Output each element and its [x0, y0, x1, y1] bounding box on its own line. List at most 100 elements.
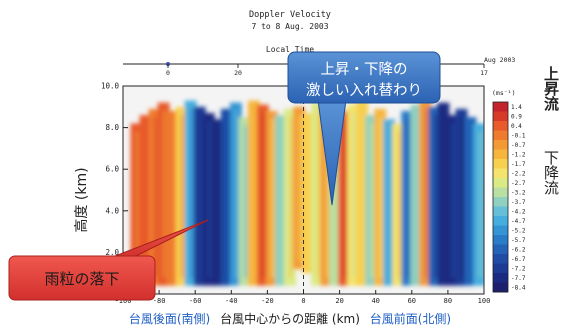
heatmap-streak	[163, 110, 166, 278]
callout-alternation-line1: 上昇・下降の	[321, 61, 408, 78]
colorbar-swatch	[493, 282, 508, 293]
heatmap-streak	[388, 127, 392, 278]
colorbar-swatch	[493, 254, 508, 264]
x-label-rear: 台風後面(南側)	[129, 311, 210, 326]
colorbar-swatch	[493, 130, 508, 141]
y-tick-label: 2.0	[105, 248, 119, 257]
colorbar-swatch	[493, 225, 508, 236]
colorbar: 1.4 0.9 0.4 -0.1 -0.7 -1.2 -1.7 -2.2 -2.7 -3.2 -3.…	[492, 101, 526, 293]
heatmap-streak	[262, 112, 265, 278]
colorbar-tick-label: -0.1	[511, 133, 526, 140]
x-tick-label: 40	[371, 297, 379, 305]
heatmap-streak	[397, 131, 401, 278]
heatmap-streak	[334, 114, 337, 278]
colorbar-tick-label: -7.2	[511, 266, 526, 273]
colorbar-swatch	[493, 121, 508, 131]
callout-alternation: 上昇・下降の 激しい入れ替わり	[287, 51, 441, 206]
y-tick-label: 6.0	[105, 165, 119, 174]
colorbar-swatch	[493, 149, 508, 160]
heatmap-streak	[406, 118, 410, 278]
heatmap-streak	[199, 114, 202, 278]
heatmap-streak	[325, 108, 328, 278]
x-tick-label: 60	[408, 297, 416, 305]
y-tick-label: 10.0	[101, 82, 120, 91]
colorbar-unit: (ms⁻¹)	[492, 89, 515, 97]
colorbar-swatch	[493, 273, 508, 283]
colorbar-swatch	[493, 244, 508, 255]
y-tick-label: 4.0	[105, 206, 119, 215]
colorbar-swatch	[493, 178, 508, 188]
colorbar-tick-label: -8.4	[511, 285, 526, 292]
colorbar-tick-label: -6.2	[511, 247, 526, 254]
colorbar-tick-label: -7.7	[511, 275, 526, 282]
heatmap-streak	[343, 118, 346, 278]
top-right-label: Aug 2003	[484, 56, 515, 64]
heatmap-streak	[370, 123, 373, 278]
heatmap-streak	[271, 118, 274, 278]
heatmap-streak	[316, 110, 319, 278]
top-tick-label: 17	[480, 69, 488, 77]
chart-title: Doppler Velocity	[249, 10, 331, 20]
colorbar-tick-label: -2.7	[511, 180, 526, 187]
heatmap-streak	[172, 118, 175, 278]
heatmap-streak	[244, 125, 247, 278]
chart-subtitle: 7 to 8 Aug. 2003	[251, 22, 328, 31]
heatmap-streak	[136, 131, 139, 278]
x-axis-ticks: -100 -80 -60 -40 -20 0 20 40 60 80 100	[115, 290, 491, 305]
heatmap-blur-layer	[130, 100, 484, 286]
colorbar-tick-label: -5.2	[511, 228, 526, 235]
colorbar-bottom-label: 下降流	[542, 150, 560, 196]
callout-raindrops-box	[8, 255, 156, 301]
top-tick-label: 0	[166, 69, 170, 77]
heatmap-streak	[352, 112, 355, 278]
heatmap-streak	[479, 131, 482, 278]
colorbar-swatch	[493, 216, 508, 226]
colorbar-tick-label: -6.7	[511, 256, 526, 263]
heatmap-streak	[190, 108, 193, 278]
x-tick-label: 100	[478, 297, 491, 305]
heatmap-streak	[298, 114, 301, 262]
callout-raindrops-text: 雨粒の落下	[44, 270, 119, 288]
colorbar-tick-label: -1.2	[511, 152, 526, 159]
heatmap-streak	[415, 112, 419, 278]
x-tick-label: -60	[189, 297, 202, 305]
colorbar-tick-label: 1.4	[511, 104, 522, 111]
x-tick-label: -20	[261, 297, 274, 305]
heatmap-streak	[145, 123, 148, 278]
colorbar-swatch	[493, 140, 508, 150]
heatmap-streak	[226, 116, 229, 278]
colorbar-frame	[492, 101, 509, 293]
heatmap-streak	[217, 127, 220, 278]
heatmap-streak	[307, 121, 310, 266]
colorbar-swatch	[493, 168, 508, 179]
colorbar-tick-label: 0.9	[511, 114, 522, 121]
x-tick-label: -100	[115, 297, 132, 305]
top-tick-label: 20	[234, 69, 242, 77]
heatmap-streak	[208, 121, 211, 278]
colorbar-tick-label: -3.7	[511, 199, 526, 206]
x-axis-label: 台風後面(南側) 台風中心からの距離 (km) 台風前面(北側)	[129, 311, 451, 326]
heatmap-streak	[433, 114, 437, 278]
colorbar-swatch	[493, 102, 508, 112]
x-tick-label: 0	[301, 297, 305, 305]
heatmap-streak	[154, 116, 157, 278]
heatmap-streak	[379, 116, 383, 278]
callout-alternation-box	[287, 51, 441, 104]
colorbar-tick-label: -0.7	[511, 142, 526, 149]
heatmap-streak	[442, 110, 446, 278]
colorbar-swatch	[493, 111, 508, 122]
heatmap-streak	[451, 123, 455, 278]
heatmap-cells	[130, 100, 484, 286]
colorbar-tick-label: 0.4	[511, 123, 522, 130]
colorbar-tick-label: -3.2	[511, 190, 526, 197]
colorbar-swatch	[493, 187, 508, 198]
heatmap-streak	[253, 108, 256, 278]
colorbar-swatch	[493, 263, 508, 274]
x-tick-label: 20	[335, 297, 343, 305]
heatmap-streak	[235, 110, 238, 278]
x-tick-label: -80	[153, 297, 166, 305]
x-tick-label: -40	[225, 297, 238, 305]
heatmap-streak	[289, 116, 292, 278]
top-axis-label: Local Time	[266, 45, 314, 54]
callout-raindrops: 雨粒の落下	[8, 219, 209, 301]
